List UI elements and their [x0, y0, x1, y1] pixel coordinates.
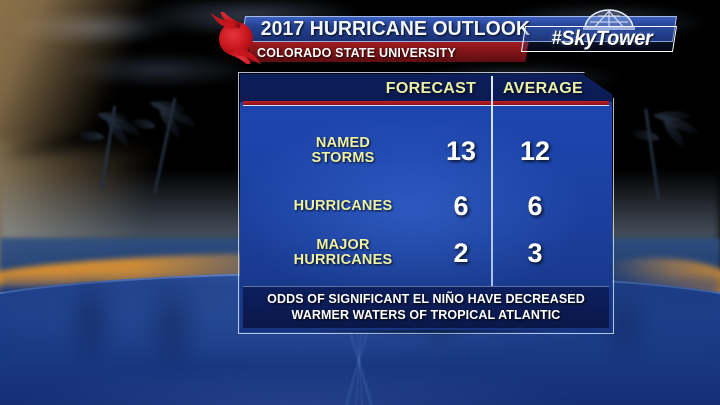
radar-dome-icon [581, 8, 637, 30]
footer-line-2: WARMER WATERS OF TROPICAL ATLANTIC [291, 307, 561, 322]
panel-drop-shadow [236, 330, 618, 340]
row-forecast-value: 13 [445, 135, 477, 166]
hashtag-glyph: # [551, 28, 562, 49]
row-label-line2: HURRICANES [293, 252, 393, 268]
row-forecast-value: 2 [453, 237, 469, 268]
title-subtitle: COLORADO STATE UNIVERSITY [257, 45, 456, 60]
row-label-line1: HURRICANES [293, 197, 393, 214]
row-label: NAMED STORMS [263, 126, 423, 176]
title-bar: 2017 HURRICANE OUTLOOK COLORADO STATE UN… [205, 2, 678, 76]
row-label: HURRICANES [263, 181, 423, 231]
table-row: HURRICANES 6 6 [243, 181, 609, 231]
row-label-line1: MAJOR [316, 237, 370, 254]
palm-tree-icon [625, 104, 701, 201]
palm-tree-icon [118, 96, 200, 195]
header-white-rule [243, 105, 609, 107]
hurricane-symbol-icon [205, 2, 267, 76]
row-average-value: 6 [527, 190, 543, 221]
skytower-tower: Tower [595, 27, 653, 50]
page-title: 2017 HURRICANE OUTLOOK [260, 17, 531, 40]
table-row: NAMED STORMS 13 12 [243, 126, 609, 176]
row-average-value: 3 [527, 237, 543, 268]
table-row: MAJOR HURRICANES 2 3 [243, 228, 609, 278]
table-header-strip [240, 74, 612, 102]
row-average-value: 12 [519, 135, 551, 166]
column-header-forecast: FORECAST [385, 80, 477, 97]
footer-banner: ODDS OF SIGNIFICANT EL NIÑO HAVE DECREAS… [243, 286, 609, 328]
row-label: MAJOR HURRICANES [263, 228, 423, 278]
skytower-sky: Sky [561, 27, 596, 50]
header-red-rule [243, 101, 609, 105]
row-label-line2: STORMS [311, 150, 375, 166]
footer-line-1: ODDS OF SIGNIFICANT EL NIÑO HAVE DECREAS… [267, 292, 585, 307]
skytower-brand: # Sky Tower [520, 9, 681, 56]
column-header-average: AVERAGE [502, 80, 584, 97]
column-divider [491, 76, 493, 298]
skytower-label: # Sky Tower [531, 26, 674, 52]
row-label-line1: NAMED [315, 135, 371, 152]
row-forecast-value: 6 [453, 190, 469, 221]
